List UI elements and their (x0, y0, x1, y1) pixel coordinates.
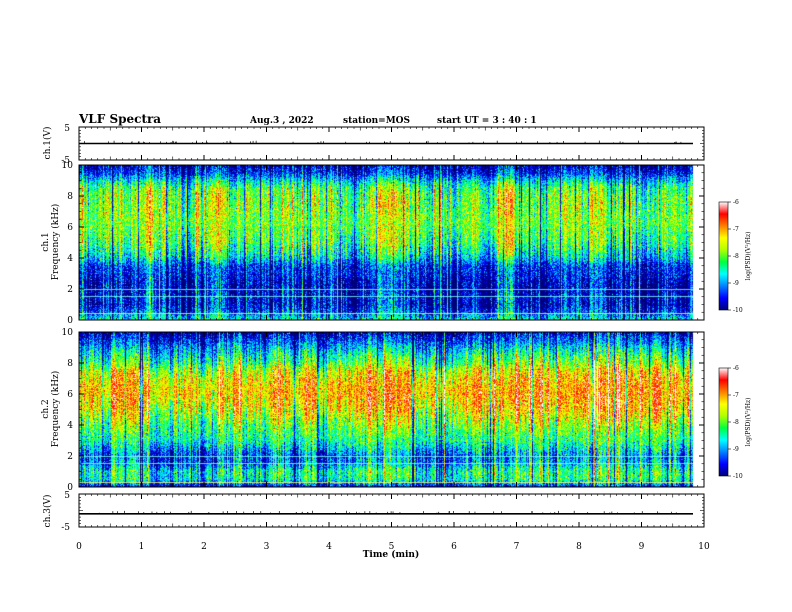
ch1-colorbar-ticks: -6 -7 -8 -9 -10 (728, 199, 743, 314)
colorbar-tick-label: -9 (733, 280, 739, 287)
ch3-waveform-ylabel: ch.3(V) (42, 495, 53, 528)
colorbar-tick-label: -10 (733, 473, 743, 480)
panel-tick-marks (78, 126, 705, 528)
ch3-ytick-top: 5 (64, 491, 70, 501)
x-tick-label: 3 (264, 542, 270, 552)
ch2-spectrogram-ylabel-line1: ch.2 (41, 399, 51, 418)
freq-tick-label: 10 (62, 328, 74, 338)
colorbar-tick-label: -7 (733, 392, 739, 399)
x-tick-label: 8 (576, 542, 582, 552)
ch1-colorbar: -6 -7 -8 -9 -10 log(PSD)(V²/Hz) (718, 199, 752, 314)
freq-tick-label: 6 (67, 223, 73, 233)
ch3-waveform-panel: 5 -5 ch.3(V) (42, 491, 705, 533)
x-tick-label: 9 (639, 542, 645, 552)
ch1-waveform-ylabel: ch.1(V) (42, 127, 53, 160)
x-axis: 0 1 2 3 4 5 6 7 8 9 10 (76, 542, 710, 552)
colorbar-tick-label: -8 (733, 419, 739, 426)
ch1-waveform-panel: 5 -5 ch.1(V) (42, 124, 705, 166)
ch1-spectrogram-ylabel-line1: ch.1 (41, 232, 51, 251)
x-axis-label: Time (min) (363, 549, 420, 560)
ch2-spectrogram-ylabel-line2: Frequency (kHz) (50, 371, 61, 448)
station-label: station=MOS (343, 116, 410, 126)
ch2-colorbar: -6 -7 -8 -9 -10 log(PSD)(V²/Hz) (718, 365, 752, 480)
freq-tick-label: 8 (67, 359, 73, 369)
freq-tick-label: 4 (67, 254, 73, 264)
freq-tick-label: 4 (67, 421, 73, 431)
ch1-spectrogram-panel: 0 2 4 6 8 10 ch.1 Frequency (kHz) (41, 161, 705, 326)
start-ut-label: start UT = 3 : 40 : 1 (437, 116, 537, 126)
x-tick-label: 1 (139, 542, 145, 552)
freq-tick-label: 0 (67, 316, 73, 326)
x-tick-label: 10 (698, 542, 710, 552)
ch1-waveform-spikes (84, 140, 682, 144)
ch1-spectrogram-ylabel-line2: Frequency (kHz) (50, 204, 61, 281)
freq-tick-label: 10 (62, 161, 74, 171)
freq-tick-label: 2 (67, 285, 73, 295)
ch2-spectrogram-yaxis: 0 2 4 6 8 10 (62, 328, 704, 493)
x-tick-label: 0 (76, 542, 82, 552)
ch1-colorbar-gradient (719, 202, 728, 310)
x-tick-label: 4 (326, 542, 332, 552)
freq-tick-label: 8 (67, 192, 73, 202)
ch1-spectrogram-image (79, 165, 704, 320)
colorbar-tick-label: -8 (733, 253, 739, 260)
x-tick-label: 5 (389, 542, 395, 552)
figure-title: VLF Spectra (78, 112, 161, 126)
x-tick-label: 6 (451, 542, 457, 552)
ch1-ytick-bottom: -5 (61, 156, 70, 166)
ch3-ytick-bottom: -5 (61, 523, 70, 533)
ch1-spectrogram-yaxis: 0 2 4 6 8 10 (62, 161, 704, 326)
x-tick-label: 2 (201, 542, 207, 552)
ch2-spectrogram-panel: 0 2 4 6 8 10 ch.2 Frequency (kHz) (41, 328, 705, 493)
ch2-spectrogram-image (79, 332, 704, 487)
ch1-colorbar-label: log(PSD)(V²/Hz) (745, 232, 752, 281)
ch2-colorbar-label: log(PSD)(V²/Hz) (745, 398, 752, 447)
ch3-waveform-spikes (98, 510, 677, 515)
ch2-colorbar-ticks: -6 -7 -8 -9 -10 (728, 365, 743, 480)
freq-tick-label: 0 (67, 483, 73, 493)
freq-tick-label: 6 (67, 390, 73, 400)
colorbar-tick-label: -9 (733, 446, 739, 453)
colorbar-tick-label: -6 (733, 199, 739, 206)
freq-tick-label: 2 (67, 452, 73, 462)
colorbar-tick-label: -7 (733, 226, 739, 233)
ch1-ytick-top: 5 (64, 124, 70, 134)
colorbar-tick-label: -6 (733, 365, 739, 372)
observation-date: Aug.3 , 2022 (249, 116, 314, 126)
ch2-colorbar-gradient (719, 368, 728, 476)
colorbar-tick-label: -10 (733, 307, 743, 314)
x-tick-label: 7 (514, 542, 520, 552)
